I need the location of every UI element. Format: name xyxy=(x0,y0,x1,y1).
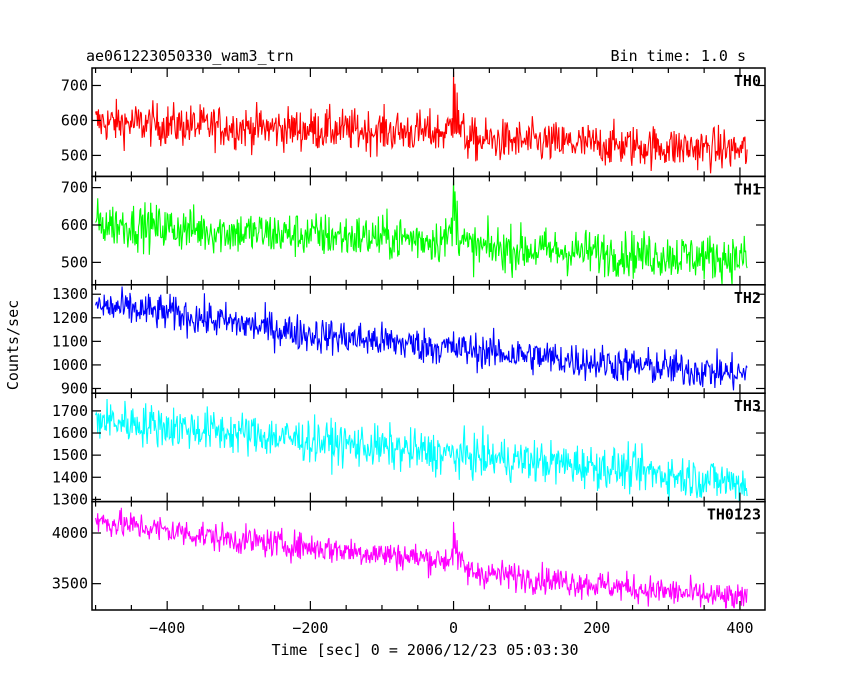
series-line-th0 xyxy=(95,71,748,174)
y-tick-label: 1200 xyxy=(52,309,88,327)
y-tick-label: 600 xyxy=(61,111,88,129)
x-tick-label: 0 xyxy=(449,619,458,637)
panel-name-label: TH3 xyxy=(734,397,761,415)
x-tick-label: 400 xyxy=(726,619,753,637)
panel-name-label: TH2 xyxy=(734,289,761,307)
panel-name-label: TH0123 xyxy=(707,506,761,524)
y-tick-label: 700 xyxy=(61,179,88,197)
y-tick-label: 900 xyxy=(61,379,88,397)
series-line-th1 xyxy=(95,179,748,285)
y-tick-label: 1100 xyxy=(52,332,88,350)
series-line-th0123 xyxy=(95,507,748,609)
x-tick-label: −200 xyxy=(292,619,328,637)
series-line-th2 xyxy=(95,286,748,391)
chart-title: ae061223050330_wam3_trn xyxy=(86,47,294,65)
panel-name-label: TH1 xyxy=(734,180,761,198)
y-tick-label: 1400 xyxy=(52,468,88,486)
x-axis-label: Time [sec] 0 = 2006/12/23 05:03:30 xyxy=(271,641,578,659)
panel-frame xyxy=(91,500,766,611)
y-tick-label: 3500 xyxy=(52,575,88,593)
y-tick-label: 1300 xyxy=(52,490,88,508)
bin-time-label: Bin time: 1.0 s xyxy=(611,47,746,65)
y-axis-label: Counts/sec xyxy=(4,300,22,390)
y-tick-label: 500 xyxy=(61,253,88,271)
x-tick-label: −400 xyxy=(149,619,185,637)
panel-name-label: TH0 xyxy=(734,72,761,90)
x-tick-label: 200 xyxy=(583,619,610,637)
y-tick-label: 1000 xyxy=(52,356,88,374)
y-tick-label: 1500 xyxy=(52,446,88,464)
y-tick-label: 500 xyxy=(61,146,88,164)
panel-frame xyxy=(91,284,766,394)
panels-group: 500 600 700 TH0 500 600 700 TH1 900 1000 1100 1200 1… xyxy=(52,67,766,637)
y-tick-label: 4000 xyxy=(52,524,88,542)
y-tick-label: 600 xyxy=(61,216,88,234)
y-tick-label: 700 xyxy=(61,76,88,94)
series-line-th3 xyxy=(95,398,748,502)
y-tick-label: 1600 xyxy=(52,424,88,442)
y-tick-label: 1300 xyxy=(52,285,88,303)
y-tick-label: 1700 xyxy=(52,402,88,420)
